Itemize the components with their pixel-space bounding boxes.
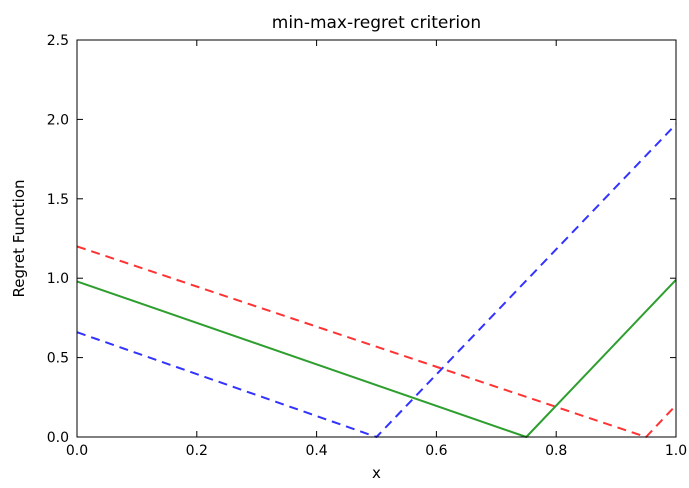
y-tick-label: 1.5 [47,192,69,208]
x-tick-label: 0.4 [305,443,327,459]
x-tick-label: 0.8 [545,443,567,459]
y-tick-label: 1.0 [47,271,69,287]
chart-title: min-max-regret criterion [272,13,481,33]
x-tick-label: 0.0 [66,443,88,459]
x-tick-label: 1.0 [665,443,687,459]
y-tick-label: 2.0 [47,112,69,128]
x-tick-label: 0.2 [186,443,208,459]
y-tick-label: 0.0 [47,430,69,446]
y-tick-label: 0.5 [47,351,69,367]
plot-frame [76,39,677,438]
x-tick-label: 0.6 [425,443,447,459]
y-tick-label: 2.5 [47,33,69,49]
y-axis-label: Regret Function [10,179,28,297]
x-axis-label: x [372,464,381,482]
ticks: 0.0 0.2 0.4 0.6 0.8 1.0 0.0 0.5 1.0 1.5 2.0 2.5 [47,33,687,459]
